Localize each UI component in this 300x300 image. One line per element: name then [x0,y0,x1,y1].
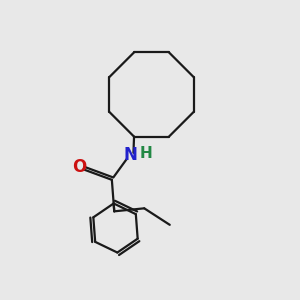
Text: O: O [73,158,87,176]
Text: N: N [124,146,137,164]
Text: H: H [140,146,152,161]
